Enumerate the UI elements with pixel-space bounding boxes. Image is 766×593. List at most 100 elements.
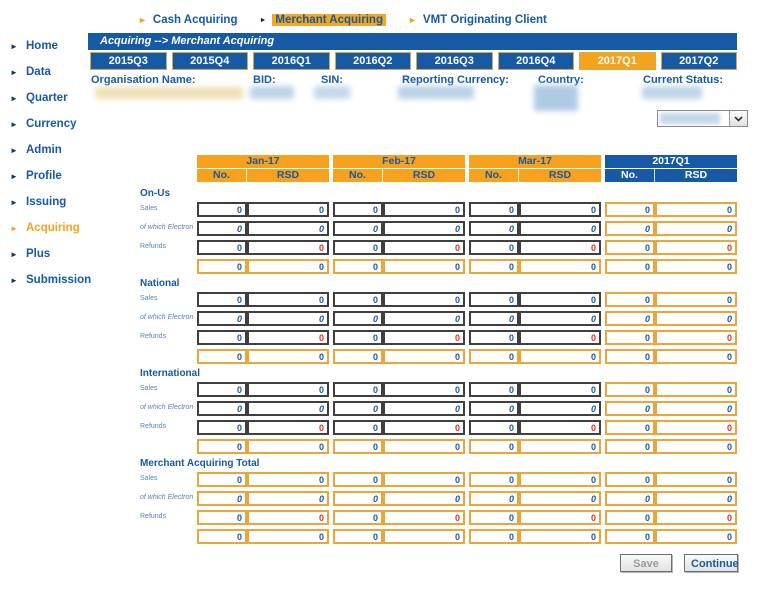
cell-international-of-which-electron-jan-17-rsd[interactable] (247, 401, 329, 416)
cell-international-sales-feb-17-no[interactable] (333, 382, 383, 397)
subcol-header-jan-17-no: No. (197, 169, 247, 182)
cell-international-sales-mar-17-rsd[interactable] (519, 382, 601, 397)
quarter-tab-2017q1[interactable]: 2017Q1 (579, 52, 656, 70)
cell-on-us-of-which-electron-mar-17-rsd[interactable] (519, 221, 601, 236)
cell-on-us-sales-feb-17-rsd[interactable] (383, 202, 465, 217)
arrow-right-icon: ► (10, 275, 18, 285)
quarter-tab-2015q4[interactable]: 2015Q4 (171, 52, 248, 70)
cell-national-of-which-electron-feb-17-no[interactable] (333, 311, 383, 326)
status-select[interactable] (657, 110, 748, 127)
cell-national-of-which-electron-jan-17-no[interactable] (197, 311, 247, 326)
cell-national-total-2017q1-no (605, 349, 655, 364)
quarter-tab-2015q3[interactable]: 2015Q3 (90, 52, 167, 70)
cell-on-us-refunds-mar-17-rsd[interactable] (519, 240, 601, 255)
cell-national-refunds-mar-17-rsd[interactable] (519, 330, 601, 345)
cell-on-us-of-which-electron-mar-17-no[interactable] (469, 221, 519, 236)
cell-international-refunds-jan-17-rsd[interactable] (247, 420, 329, 435)
row-label-total (140, 259, 197, 274)
cell-on-us-of-which-electron-jan-17-no[interactable] (197, 221, 247, 236)
cell-national-sales-jan-17-rsd[interactable] (247, 292, 329, 307)
cell-national-of-which-electron-feb-17-rsd[interactable] (383, 311, 465, 326)
cell-on-us-refunds-jan-17-rsd[interactable] (247, 240, 329, 255)
cell-national-sales-jan-17-no[interactable] (197, 292, 247, 307)
cell-merchant-acquiring-total-refunds-mar-17-rsd (519, 510, 601, 525)
quarter-tab-2016q1[interactable]: 2016Q1 (253, 52, 330, 70)
quarter-tab-2017q2[interactable]: 2017Q2 (660, 52, 737, 70)
sidebar-item-profile[interactable]: ► Profile (10, 163, 91, 189)
sidebar-item-admin[interactable]: ► Admin (10, 137, 91, 163)
cell-on-us-refunds-jan-17-no[interactable] (197, 240, 247, 255)
sidebar-item-home[interactable]: ► Home (10, 33, 91, 59)
cell-on-us-sales-jan-17-rsd[interactable] (247, 202, 329, 217)
cell-international-refunds-feb-17-rsd[interactable] (383, 420, 465, 435)
cell-international-sales-mar-17-no[interactable] (469, 382, 519, 397)
sidebar-item-plus[interactable]: ► Plus (10, 241, 91, 267)
chevron-down-icon[interactable] (729, 111, 747, 126)
cell-national-total-feb-17-rsd (383, 349, 465, 364)
cell-national-sales-feb-17-no[interactable] (333, 292, 383, 307)
sidebar-item-quarter[interactable]: ► Quarter (10, 85, 91, 111)
cell-on-us-of-which-electron-feb-17-no[interactable] (333, 221, 383, 236)
cell-international-refunds-jan-17-no[interactable] (197, 420, 247, 435)
cell-national-of-which-electron-mar-17-rsd[interactable] (519, 311, 601, 326)
cell-on-us-refunds-feb-17-rsd[interactable] (383, 240, 465, 255)
cell-national-refunds-mar-17-no[interactable] (469, 330, 519, 345)
cell-international-of-which-electron-mar-17-no[interactable] (469, 401, 519, 416)
cell-on-us-sales-feb-17-no[interactable] (333, 202, 383, 217)
sidebar-item-submission[interactable]: ► Submission (10, 267, 91, 293)
cell-on-us-sales-mar-17-rsd[interactable] (519, 202, 601, 217)
cell-international-of-which-electron-feb-17-no[interactable] (333, 401, 383, 416)
cell-international-of-which-electron-mar-17-rsd[interactable] (519, 401, 601, 416)
cell-international-total-feb-17-rsd (383, 439, 465, 454)
quarter-tab-2016q2[interactable]: 2016Q2 (334, 52, 411, 70)
cell-national-refunds-jan-17-no[interactable] (197, 330, 247, 345)
sin-value-redacted (314, 86, 350, 99)
cell-national-total-jan-17-no (197, 349, 247, 364)
cell-on-us-of-which-electron-jan-17-rsd[interactable] (247, 221, 329, 236)
cell-on-us-of-which-electron-feb-17-rsd[interactable] (383, 221, 465, 236)
cell-merchant-acquiring-total-total-mar-17-no (469, 529, 519, 544)
cell-national-refunds-feb-17-rsd[interactable] (383, 330, 465, 345)
cell-on-us-refunds-mar-17-no[interactable] (469, 240, 519, 255)
sidebar-item-currency[interactable]: ► Currency (10, 111, 91, 137)
sidebar-item-data[interactable]: ► Data (10, 59, 91, 85)
cell-merchant-acquiring-total-refunds-mar-17-no (469, 510, 519, 525)
sidebar-item-acquiring[interactable]: ► Acquiring (10, 215, 91, 241)
cell-international-refunds-feb-17-no[interactable] (333, 420, 383, 435)
table-row: Refunds (140, 420, 740, 435)
row-label-refunds: Refunds (140, 423, 167, 430)
save-button[interactable]: Save (620, 554, 672, 572)
tab-vmt-originating-client[interactable]: ► VMT Originating Client (408, 14, 547, 26)
cell-on-us-refunds-feb-17-no[interactable] (333, 240, 383, 255)
cell-national-refunds-jan-17-rsd[interactable] (247, 330, 329, 345)
cell-international-refunds-mar-17-no[interactable] (469, 420, 519, 435)
tab-label: VMT Originating Client (422, 14, 547, 26)
cell-international-sales-feb-17-rsd[interactable] (383, 382, 465, 397)
cell-national-sales-mar-17-no[interactable] (469, 292, 519, 307)
cell-national-of-which-electron-mar-17-no[interactable] (469, 311, 519, 326)
tab-merchant-acquiring[interactable]: ► Merchant Acquiring (259, 14, 386, 26)
tab-cash-acquiring[interactable]: ► Cash Acquiring (138, 14, 237, 26)
sidebar-item-issuing[interactable]: ► Issuing (10, 189, 91, 215)
row-label-sales: Sales (140, 205, 158, 212)
subcol-header-mar-17-no: No. (469, 169, 519, 182)
cell-on-us-sales-jan-17-no[interactable] (197, 202, 247, 217)
table-row: Refunds (140, 240, 740, 255)
quarter-tab-2016q4[interactable]: 2016Q4 (497, 52, 574, 70)
cell-international-sales-jan-17-no[interactable] (197, 382, 247, 397)
cell-international-of-which-electron-feb-17-rsd[interactable] (383, 401, 465, 416)
cell-international-sales-jan-17-rsd[interactable] (247, 382, 329, 397)
cell-international-refunds-mar-17-rsd[interactable] (519, 420, 601, 435)
cell-national-sales-feb-17-rsd[interactable] (383, 292, 465, 307)
cell-national-of-which-electron-jan-17-rsd[interactable] (247, 311, 329, 326)
continue-button[interactable]: Continue (684, 554, 739, 572)
cell-international-total-mar-17-rsd (519, 439, 601, 454)
country-value-redacted (534, 85, 578, 111)
cell-on-us-sales-mar-17-no[interactable] (469, 202, 519, 217)
col-header-feb-17: Feb-17 (333, 155, 465, 168)
cell-international-of-which-electron-jan-17-no[interactable] (197, 401, 247, 416)
cell-national-sales-mar-17-rsd[interactable] (519, 292, 601, 307)
cell-national-refunds-feb-17-no[interactable] (333, 330, 383, 345)
quarter-tab-2016q3[interactable]: 2016Q3 (416, 52, 493, 70)
cell-merchant-acquiring-total-total-jan-17-rsd (247, 529, 329, 544)
